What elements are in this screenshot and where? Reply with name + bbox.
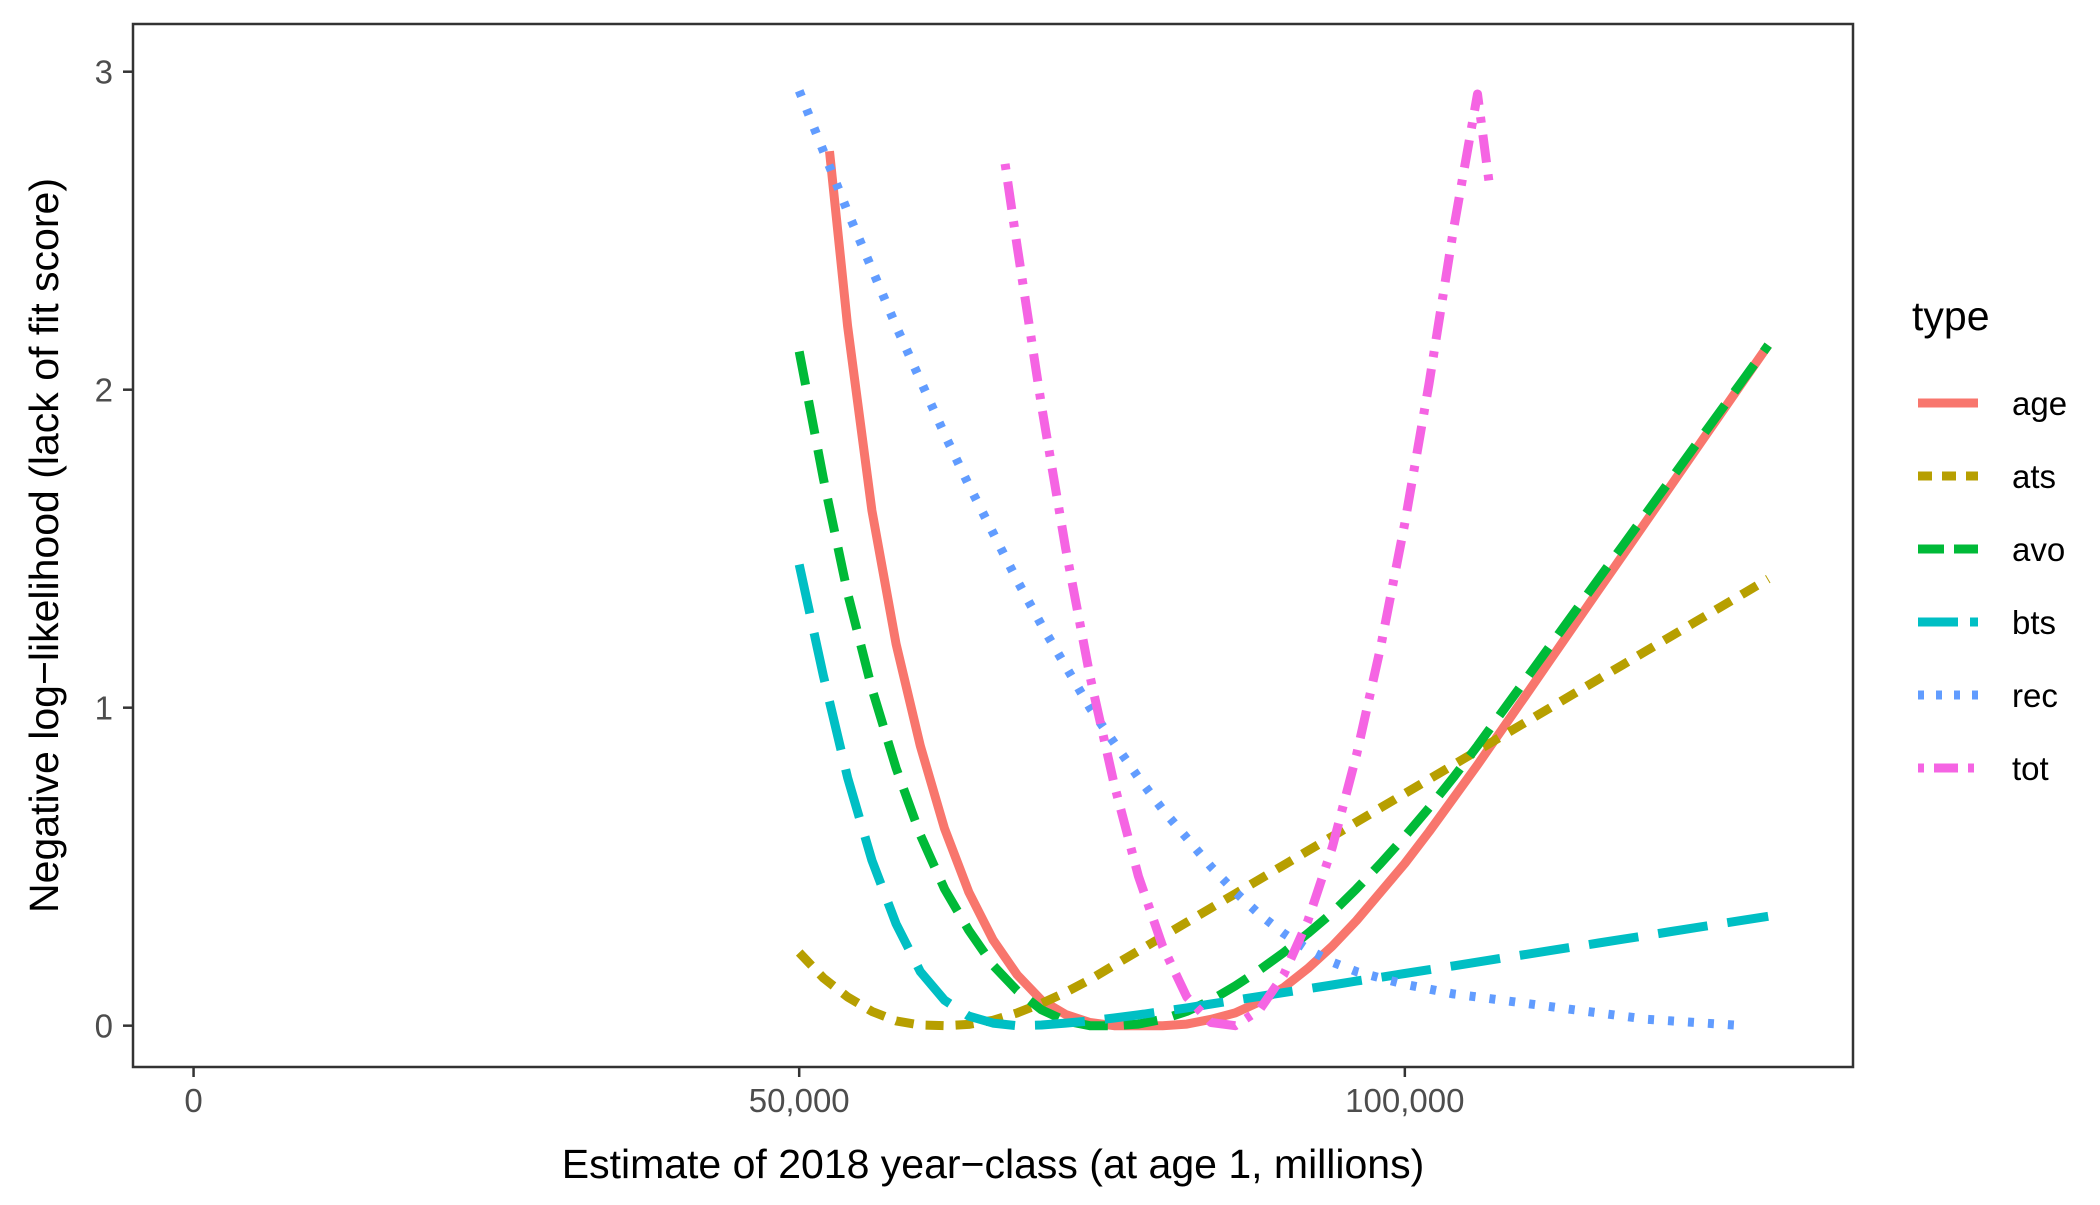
legend-label-rec: rec (2012, 677, 2058, 714)
legend-label-bts: bts (2012, 604, 2056, 641)
y-tick-label: 3 (95, 54, 113, 91)
x-tick-label: 0 (184, 1082, 202, 1119)
plot-panel (133, 24, 1853, 1067)
series-line-age (825, 150, 1772, 1031)
y-tick-label: 1 (95, 690, 113, 727)
series-line-tot (1000, 89, 1495, 1031)
y-tick-label: 0 (95, 1008, 113, 1045)
legend-label-age: age (2012, 385, 2067, 422)
x-tick-label: 50,000 (749, 1082, 850, 1119)
series-line-rec (795, 89, 1745, 1031)
legend: type age ats avo bts rec tot (1912, 293, 2067, 787)
legend-label-tot: tot (2012, 750, 2049, 787)
series-line-bts (794, 563, 1769, 1031)
x-axis-title: Estimate of 2018 year−class (at age 1, m… (562, 1141, 1425, 1187)
legend-label-ats: ats (2012, 458, 2056, 495)
y-tick-label: 2 (95, 372, 113, 409)
legend-title: type (1912, 293, 1990, 339)
series-line-ats (795, 575, 1771, 1031)
x-tick-label: 100,000 (1345, 1082, 1464, 1119)
legend-label-avo: avo (2012, 531, 2065, 568)
y-axis: 0 1 2 3 (95, 54, 133, 1045)
y-axis-title: Negative log−likelihood (lack of fit sco… (21, 178, 67, 913)
plot-border (131, 22, 1855, 1069)
series-layer (794, 89, 1772, 1031)
x-axis: 0 50,000 100,000 (184, 1067, 1464, 1119)
series-line-avo (794, 342, 1772, 1031)
